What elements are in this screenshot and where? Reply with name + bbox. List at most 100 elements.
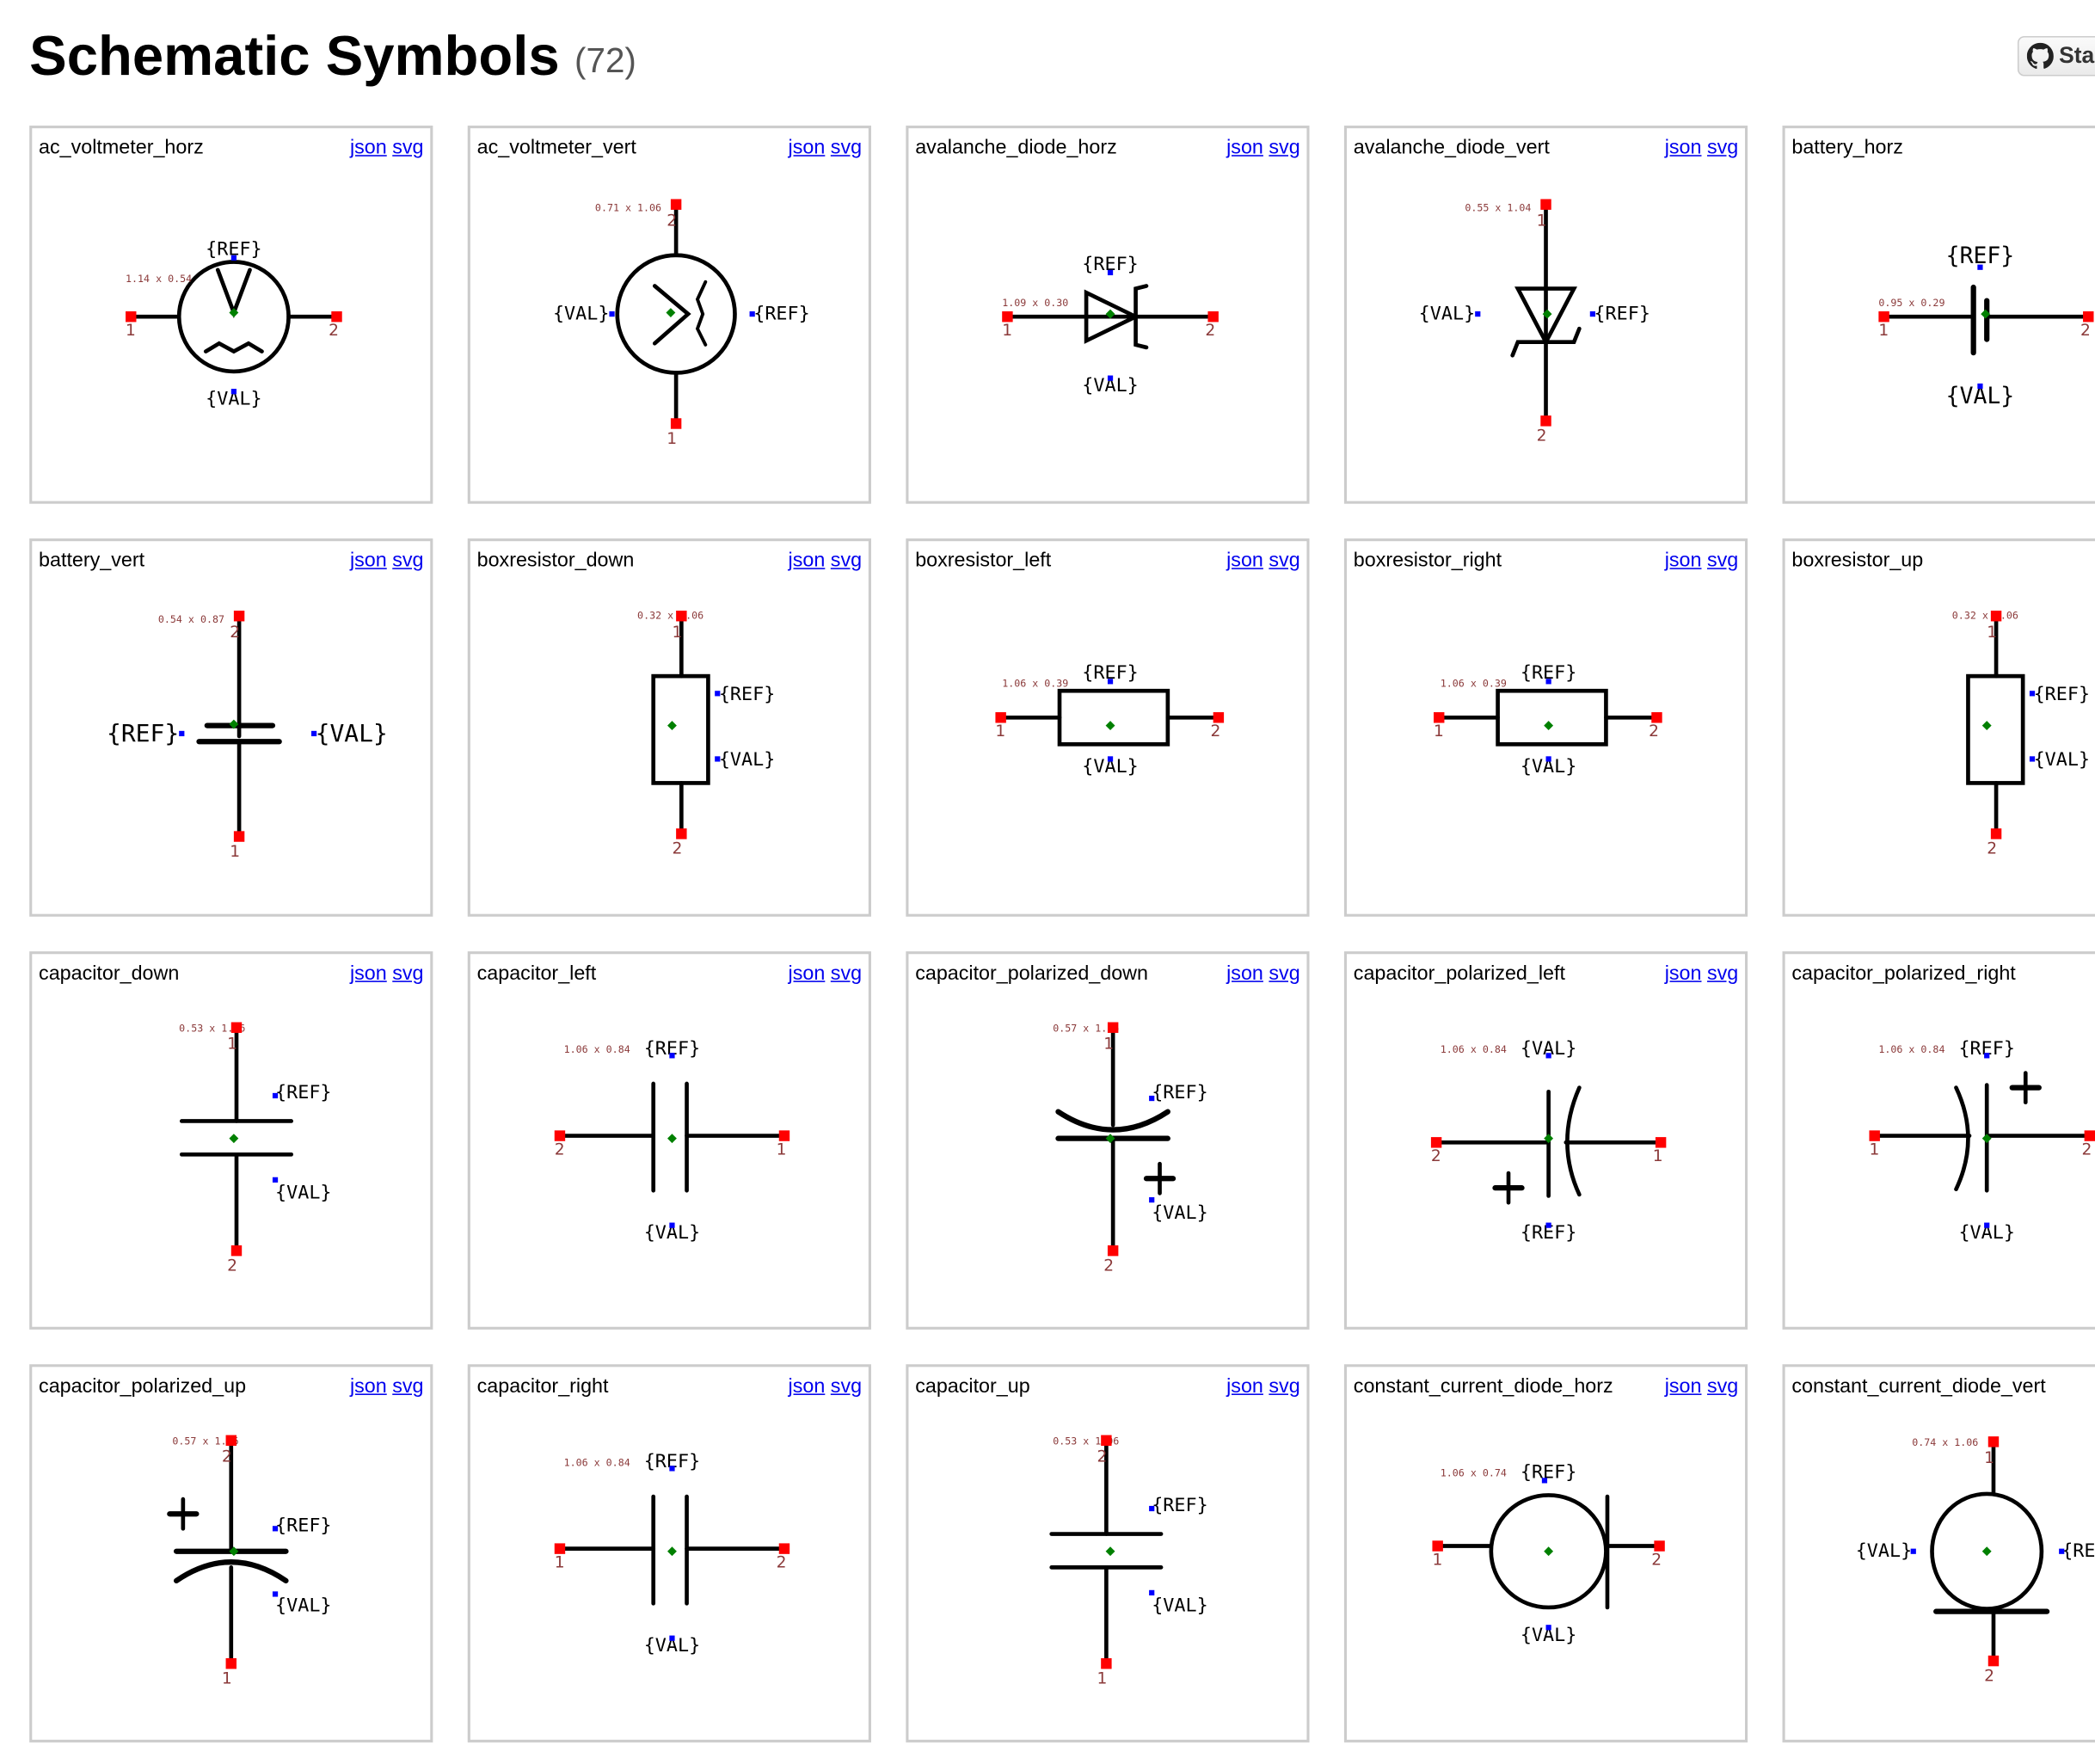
github-icon <box>2026 42 2054 70</box>
symbol-drawing: {REF}{VAL}1.06 x 0.391 2 <box>1434 662 1662 778</box>
pin-number-label: 1 <box>1432 1551 1442 1569</box>
symbol-card: capacitor_up json svg {REF} {VAL} 0.53 x 1.0… <box>906 1364 1310 1742</box>
val-label: {VAL} <box>2034 749 2090 771</box>
ref-anchor-icon <box>179 730 185 737</box>
symbol-links: json svg <box>789 962 863 985</box>
symbol-card: capacitor_down json svg {REF} {VAL} 0.53 x 1… <box>29 951 433 1330</box>
symbol-name: ac_voltmeter_horz <box>39 136 204 159</box>
json-link[interactable]: json <box>1226 549 1263 572</box>
val-anchor-icon <box>272 1591 279 1597</box>
json-link[interactable]: json <box>1226 962 1263 986</box>
pin-number-label: 2 <box>1205 322 1215 340</box>
symbol-drawing: {REF} {VAL} 0.54 x 0.87 2 1 <box>107 610 388 861</box>
center-diamond-icon <box>1544 1546 1554 1557</box>
svg-link[interactable]: svg <box>1706 1374 1739 1398</box>
val-anchor-icon <box>272 1177 279 1183</box>
pin-number-label: 1 <box>555 1553 565 1571</box>
svg-link[interactable]: svg <box>1269 1374 1300 1398</box>
svg-link[interactable]: svg <box>830 1374 863 1398</box>
pin-marker-icon <box>676 610 687 622</box>
json-link[interactable]: json <box>788 962 826 986</box>
symbol-drawing: {REF} {VAL} 0.74 x 1.06 1 2 <box>1856 1436 2095 1685</box>
symbol-body <box>1496 688 1608 747</box>
val-anchor-icon <box>1977 383 1983 390</box>
pin-number-label: 1 <box>1537 212 1547 230</box>
json-link[interactable]: json <box>1664 962 1702 986</box>
symbol-body <box>651 673 710 785</box>
json-link[interactable]: json <box>788 549 826 572</box>
json-link[interactable]: json <box>1664 1374 1702 1398</box>
svg-link[interactable]: svg <box>1269 549 1300 572</box>
svg-link[interactable]: svg <box>1706 962 1739 986</box>
json-link[interactable]: json <box>1226 136 1263 159</box>
github-star-button[interactable]: Star <box>2017 35 2095 77</box>
pin-marker-icon <box>1107 1245 1119 1257</box>
symbol-links: json svg <box>789 1375 863 1398</box>
svg-link[interactable]: svg <box>1706 549 1739 572</box>
json-link[interactable]: json <box>349 1374 387 1398</box>
symbol-links: json svg <box>789 136 863 158</box>
json-link[interactable]: json <box>349 549 387 572</box>
pin-number-label: 2 <box>667 212 677 230</box>
json-link[interactable]: json <box>349 136 387 159</box>
pin-marker-icon <box>1207 310 1219 323</box>
symbol-path <box>1514 286 1577 347</box>
svg-link[interactable]: svg <box>392 549 424 572</box>
symbol-links: json svg <box>1665 1375 1739 1398</box>
pin-number-label: 2 <box>1987 840 1997 858</box>
svg-link[interactable]: svg <box>830 136 863 159</box>
svg-link[interactable]: svg <box>1269 962 1300 986</box>
symbol-path <box>203 341 264 354</box>
dimensions-label: 1.06 x 0.84 <box>1441 1043 1507 1055</box>
symbol-links: json svg <box>1226 1375 1300 1398</box>
svg-link[interactable]: svg <box>1269 136 1300 159</box>
symbol-name: capacitor_left <box>476 962 597 986</box>
symbol-links: json svg <box>1226 550 1300 572</box>
pin-marker-icon <box>230 1245 243 1257</box>
symbol-card: capacitor_polarized_down json svg {REF} {VA… <box>906 951 1310 1330</box>
ref-anchor-icon <box>1545 679 1551 685</box>
symbol-drawing: {REF}{VAL}1.06 x 0.391 2 <box>995 662 1225 778</box>
ref-anchor-icon <box>749 310 755 317</box>
val-label: {VAL} <box>316 719 388 747</box>
symbol-card: constant_current_diode_horz json svg {REF}… <box>1343 1364 1748 1742</box>
symbol-card: capacitor_left json svg {REF} {VAL} 1.06 x 0… <box>467 951 871 1330</box>
symbol-name: avalanche_diode_vert <box>1353 136 1550 159</box>
svg-link[interactable]: svg <box>392 136 424 159</box>
star-label: Star <box>2059 42 2095 69</box>
svg-link[interactable]: svg <box>392 962 424 986</box>
svg-link[interactable]: svg <box>392 1374 424 1398</box>
json-link[interactable]: json <box>788 136 826 159</box>
val-anchor-icon <box>310 730 317 737</box>
dimensions-label: 1.06 x 0.39 <box>1441 678 1507 690</box>
val-anchor-icon <box>1910 1548 1916 1554</box>
json-link[interactable]: json <box>1226 1374 1263 1398</box>
svg-link[interactable]: svg <box>830 962 863 986</box>
dimensions-label: 0.95 x 0.29 <box>1878 297 1944 309</box>
val-anchor-icon <box>1107 375 1114 381</box>
val-label: {VAL} <box>275 1595 331 1617</box>
pin-number-label: 1 <box>230 843 240 861</box>
pin-number-label: 2 <box>329 322 339 340</box>
symbol-card: battery_vert json svg {REF} {VAL} 0.54 x 0.8… <box>29 538 433 917</box>
dimensions-label: 0.74 x 1.06 <box>1912 1436 1978 1448</box>
pin-marker-icon <box>233 831 245 842</box>
val-anchor-icon <box>609 310 615 317</box>
pin-number-label: 2 <box>1651 1551 1662 1569</box>
json-link[interactable]: json <box>1664 549 1702 572</box>
ref-anchor-icon <box>669 1053 675 1059</box>
ref-anchor-icon <box>1589 310 1595 317</box>
val-anchor-icon <box>669 1222 675 1228</box>
json-link[interactable]: json <box>788 1374 826 1398</box>
json-link[interactable]: json <box>1664 136 1702 159</box>
json-link[interactable]: json <box>349 962 387 986</box>
pin-number-label: 1 <box>126 322 136 340</box>
dimensions-label: 1.06 x 0.84 <box>564 1456 630 1468</box>
symbol-drawing: {REF}{VAL}1.09 x 0.301 2 <box>1002 254 1219 396</box>
svg-link[interactable]: svg <box>830 549 863 572</box>
svg-link[interactable]: svg <box>1706 136 1739 159</box>
page-title: Schematic Symbols <box>29 23 560 87</box>
